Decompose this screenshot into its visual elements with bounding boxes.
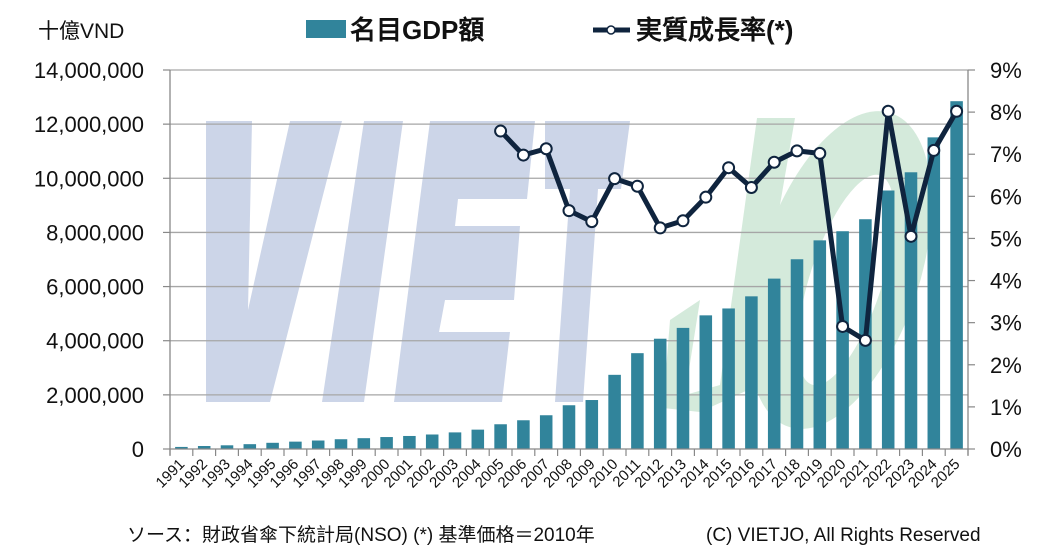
right-tick-label: 1%	[990, 395, 1022, 420]
bar-2006	[517, 420, 530, 449]
growth-point-2021	[858, 333, 872, 347]
growth-point-2014	[699, 190, 713, 204]
right-tick-label: 7%	[990, 142, 1022, 167]
bar-1994	[243, 444, 257, 449]
left-axis-unit: 十億VND	[38, 20, 124, 43]
axes	[169, 70, 969, 456]
bar-1997	[311, 440, 325, 449]
bar-1998	[334, 439, 348, 449]
growth-point-2010	[608, 172, 622, 186]
right-tick-label: 0%	[990, 437, 1022, 462]
growth-point-2017	[767, 155, 781, 169]
bar-2018	[790, 259, 804, 449]
bar-2010	[608, 374, 621, 449]
growth-point-2007	[539, 142, 553, 156]
copyright-note: (C) VIETJO, All Rights Reserved	[706, 525, 981, 546]
growth-point-2020	[836, 319, 850, 333]
left-tick-label: 14,000,000	[34, 58, 144, 83]
bar-2024	[927, 137, 941, 449]
legend: 名目GDP額 実質成長率(*)	[306, 15, 793, 45]
bar-1992	[197, 446, 211, 449]
line-series	[494, 104, 964, 347]
bar-2003	[448, 432, 462, 449]
bar-2009	[585, 400, 599, 449]
bar-2020	[836, 231, 849, 449]
legend-bar-swatch	[306, 20, 346, 38]
left-tick-label: 10,000,000	[34, 166, 144, 191]
growth-point-2019	[813, 146, 827, 160]
right-tick-label: 6%	[990, 184, 1022, 209]
legend-bar-label: 名目GDP額	[350, 15, 484, 45]
growth-point-2018	[790, 144, 804, 158]
watermark-letter-j	[663, 118, 795, 412]
bar-2008	[562, 405, 576, 449]
right-tick-label: 9%	[990, 58, 1022, 83]
right-tick-label: 2%	[990, 353, 1022, 378]
gridlines	[170, 69, 968, 396]
right-axis-ticks: 0% 1% 2% 3% 4% 5% 6% 7% 8% 9%	[968, 58, 1022, 462]
watermark-letter-e	[394, 121, 535, 402]
growth-point-2008	[562, 204, 576, 218]
bar-2005	[494, 424, 507, 449]
bar-2011	[631, 353, 644, 449]
right-tick-label: 5%	[990, 226, 1022, 251]
bar-1999	[357, 438, 371, 449]
growth-point-2023	[904, 229, 918, 243]
bar-1996	[289, 441, 302, 449]
bar-2013	[676, 327, 690, 449]
bar-2019	[813, 240, 827, 449]
watermark-letter-i	[322, 121, 403, 402]
bar-2000	[380, 437, 393, 449]
watermark-letter-v	[206, 121, 342, 402]
bar-2012	[653, 338, 667, 449]
bar-2017	[767, 278, 781, 449]
bar-2007	[539, 415, 553, 449]
left-tick-label: 6,000,000	[46, 275, 144, 300]
vietjo-watermark	[206, 111, 932, 429]
growth-point-2011	[630, 179, 644, 193]
legend-line-marker	[606, 25, 616, 35]
growth-point-2005	[494, 124, 508, 138]
growth-point-2006	[516, 148, 530, 162]
x-axis-ticks: 1991199219931994199519961997199819992000…	[153, 456, 964, 492]
growth-point-2016	[744, 180, 758, 194]
growth-point-2025	[950, 104, 964, 118]
bar-2001	[403, 435, 416, 449]
bar-2016	[745, 296, 758, 449]
left-tick-label: 8,000,000	[46, 220, 144, 245]
legend-line-label: 実質成長率(*)	[636, 15, 793, 45]
left-tick-label: 4,000,000	[46, 329, 144, 354]
growth-point-2022	[881, 104, 895, 118]
growth-point-2013	[676, 214, 690, 228]
left-axis-ticks: 0 2,000,000 4,000,000 6,000,000 8,000,000 10,…	[34, 58, 170, 462]
bar-2002	[425, 434, 439, 449]
bar-2022	[881, 190, 895, 449]
bar-2014	[699, 315, 713, 449]
right-tick-label: 4%	[990, 269, 1022, 294]
bar-2025	[950, 101, 963, 449]
watermark-letter-t	[545, 121, 630, 402]
growth-point-2012	[653, 221, 667, 235]
growth-point-2009	[585, 215, 599, 229]
left-tick-label: 12,000,000	[34, 112, 144, 137]
right-tick-label: 3%	[990, 311, 1022, 336]
source-note: ソース：財政省傘下統計局(NSO) (*) 基準価格＝2010年	[127, 524, 595, 546]
bar-2004	[471, 429, 485, 449]
bar-1995	[266, 442, 279, 449]
left-tick-label: 2,000,000	[46, 383, 144, 408]
left-tick-label: 0	[132, 437, 144, 462]
right-tick-label: 8%	[990, 100, 1022, 125]
bar-1993	[220, 445, 234, 449]
bar-2015	[722, 308, 735, 449]
bar-1991	[175, 446, 188, 449]
growth-point-2024	[927, 143, 941, 157]
growth-point-2015	[722, 161, 736, 175]
